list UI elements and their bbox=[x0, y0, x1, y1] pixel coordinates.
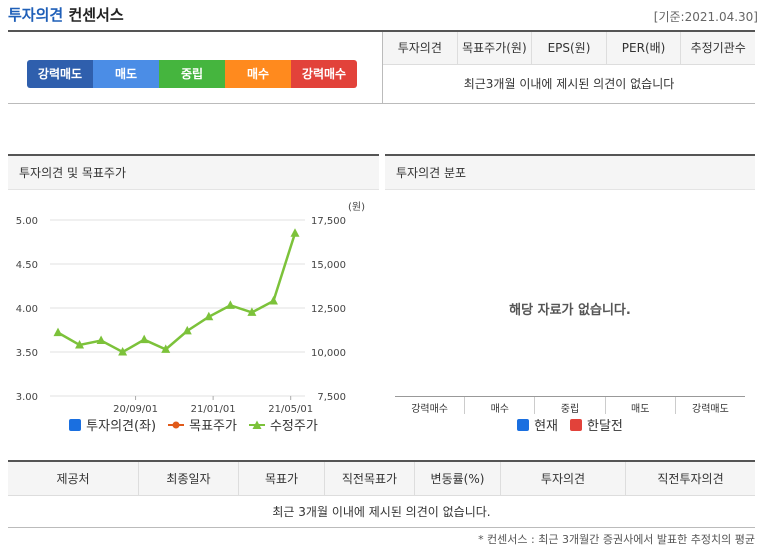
distribution-legend-item: 현재 bbox=[517, 415, 558, 434]
legend-square-icon bbox=[517, 418, 530, 431]
provider-table-empty: 최근 3개월 이내에 제시된 의견이 없습니다. bbox=[272, 505, 491, 519]
header: 투자의견 컨센서스 [기준:2021.04.30] bbox=[8, 4, 758, 28]
distribution-panel-title: 투자의견 분포 bbox=[385, 156, 755, 190]
legend-square-icon bbox=[570, 418, 583, 431]
legend-label: 수정주가 bbox=[269, 419, 318, 434]
page-title-secondary: 컨센서스 bbox=[68, 6, 124, 24]
distribution-legend: 현재 한달전 bbox=[385, 415, 755, 434]
y-left-tick-label: 3.50 bbox=[16, 348, 38, 359]
chart-legend-item: 수정주가 bbox=[248, 415, 318, 434]
adjusted-price-point bbox=[118, 347, 128, 356]
adjusted-price-point bbox=[161, 344, 171, 353]
legend-label: 투자의견(좌) bbox=[86, 419, 157, 434]
provider-table: 제공처 최종일자 목표가 직전목표가 변동률(%) 투자의견 직전투자의견 최근 3개월 이… bbox=[8, 460, 755, 528]
chart-legend-item: 목표주가 bbox=[168, 415, 237, 434]
provider-table-column-header: 직전투자의견 bbox=[657, 472, 724, 486]
y-right-tick-label: 7,500 bbox=[317, 392, 346, 403]
y-right-tick-label: 15,000 bbox=[311, 260, 346, 271]
provider-table-column-header: 직전목표가 bbox=[325, 462, 415, 495]
provider-table-column-header: 변동률(%) bbox=[415, 462, 501, 495]
opinion-scale-item: 강력매도 bbox=[27, 60, 93, 88]
page-title: 투자의견 컨센서스 bbox=[8, 4, 124, 25]
y-left-tick-label: 5.00 bbox=[16, 216, 38, 227]
legend-label: 목표주가 bbox=[189, 419, 237, 434]
divider bbox=[382, 32, 383, 104]
opinion-target-chart-panel: 투자의견 및 목표주가 5.00 4.50 4.00 3.50 3.00 17,500 15… bbox=[8, 154, 379, 440]
opinion-scale-item: 매수 bbox=[225, 60, 291, 88]
provider-table-column-header: 최종일자 bbox=[139, 462, 239, 495]
legend-label: 현재 bbox=[534, 419, 559, 434]
opinion-table-empty: 최근3개월 이내에 제시된 의견이 없습니다 bbox=[463, 77, 675, 91]
provider-table-header: 제공처 최종일자 목표가 직전목표가 변동률(%) 투자의견 직전투자의견 bbox=[8, 462, 755, 496]
y-right-tick-label: 17,500 bbox=[311, 216, 346, 227]
adjusted-price-point bbox=[96, 335, 106, 345]
opinion-table-column-header: 추정기관수 bbox=[690, 41, 746, 55]
distribution-empty-message: 해당 자료가 없습니다. bbox=[509, 303, 631, 318]
distribution-axis: 강력매수 매수 중립 매도 강력매도 bbox=[395, 396, 745, 415]
distribution-category-label: 매도 bbox=[606, 397, 676, 415]
chart-legend: 투자의견(좌) 목표주가 수정주가 bbox=[8, 415, 379, 434]
legend-label: 한달전 bbox=[587, 419, 623, 434]
chart-panel-title: 투자의견 및 목표주가 bbox=[8, 156, 379, 190]
opinion-table-column-header: 투자의견 bbox=[383, 32, 458, 64]
chart-legend-item: 투자의견(좌) bbox=[69, 415, 156, 434]
provider-table-column-header: 제공처 bbox=[8, 462, 139, 495]
legend-square-icon bbox=[69, 418, 82, 431]
adjusted-price-line bbox=[57, 232, 297, 354]
y-left-tick-label: 3.00 bbox=[16, 392, 38, 403]
page-title-primary: 투자의견 bbox=[8, 6, 64, 24]
y-left-tick-label: 4.00 bbox=[16, 304, 38, 315]
adjusted-price-point bbox=[139, 334, 149, 344]
opinion-scale-item: 강력매수 bbox=[291, 60, 357, 88]
opinion-scale-item: 중립 bbox=[159, 60, 225, 88]
footnote: * 컨센서스 : 최근 3개월간 증권사에서 발표한 추정치의 평균 bbox=[478, 533, 755, 546]
opinion-table-column-header: 목표주가(원) bbox=[458, 32, 533, 64]
opinion-scale: 강력매도 매도 중립 매수 강력매수 bbox=[27, 60, 357, 88]
adjusted-price-point bbox=[204, 311, 214, 321]
opinion-table: 투자의견 목표주가(원) EPS(원) PER(배) 추정기관수 최근3개월 이내에 제… bbox=[383, 32, 755, 103]
legend-circle-line-icon bbox=[168, 421, 185, 428]
adjusted-price-point bbox=[182, 325, 192, 335]
opinion-scale-item: 매도 bbox=[93, 60, 159, 88]
provider-table-column-header: 투자의견 bbox=[501, 462, 626, 495]
opinion-table-column-header: PER(배) bbox=[607, 32, 682, 64]
adjusted-price-point bbox=[290, 228, 300, 237]
adjusted-price-point bbox=[247, 307, 257, 316]
provider-table-column-header: 목표가 bbox=[239, 462, 325, 495]
y-right-unit-label: (원) bbox=[348, 201, 365, 213]
adjusted-price-point bbox=[53, 327, 63, 337]
x-tick-label: 21/01/01 bbox=[191, 404, 236, 414]
y-right-tick-label: 10,000 bbox=[311, 348, 346, 359]
y-left-tick-label: 4.50 bbox=[16, 260, 38, 271]
reference-date: [기준:2021.04.30] bbox=[653, 10, 758, 24]
x-tick-label: 20/09/01 bbox=[113, 404, 158, 414]
y-right-tick-label: 12,500 bbox=[311, 304, 346, 315]
price-chart: 5.00 4.50 4.00 3.50 3.00 17,500 15,000 12,500 10… bbox=[16, 201, 365, 414]
x-tick-label: 21/05/01 bbox=[268, 404, 313, 414]
distribution-category-label: 강력매도 bbox=[692, 404, 729, 415]
opinion-table-header: 투자의견 목표주가(원) EPS(원) PER(배) 추정기관수 bbox=[383, 32, 755, 65]
distribution-legend-item: 한달전 bbox=[570, 415, 623, 434]
consensus-summary: 강력매도 매도 중립 매수 강력매수 투자의견 목표주가(원) EPS(원) PER(배) 추정… bbox=[8, 30, 755, 104]
adjusted-price-point bbox=[225, 300, 235, 309]
distribution-category-label: 강력매수 bbox=[395, 397, 466, 415]
distribution-category-label: 중립 bbox=[535, 397, 606, 415]
opinion-distribution-panel: 투자의견 분포 해당 자료가 없습니다. 강력매수 매수 중립 매도 강력매도 현재 한달… bbox=[385, 154, 755, 440]
legend-triangle-line-icon bbox=[248, 420, 265, 429]
adjusted-price-point bbox=[268, 295, 278, 305]
opinion-table-column-header: EPS(원) bbox=[532, 32, 607, 64]
distribution-category-label: 매수 bbox=[465, 397, 536, 415]
adjusted-price-point bbox=[75, 339, 85, 349]
